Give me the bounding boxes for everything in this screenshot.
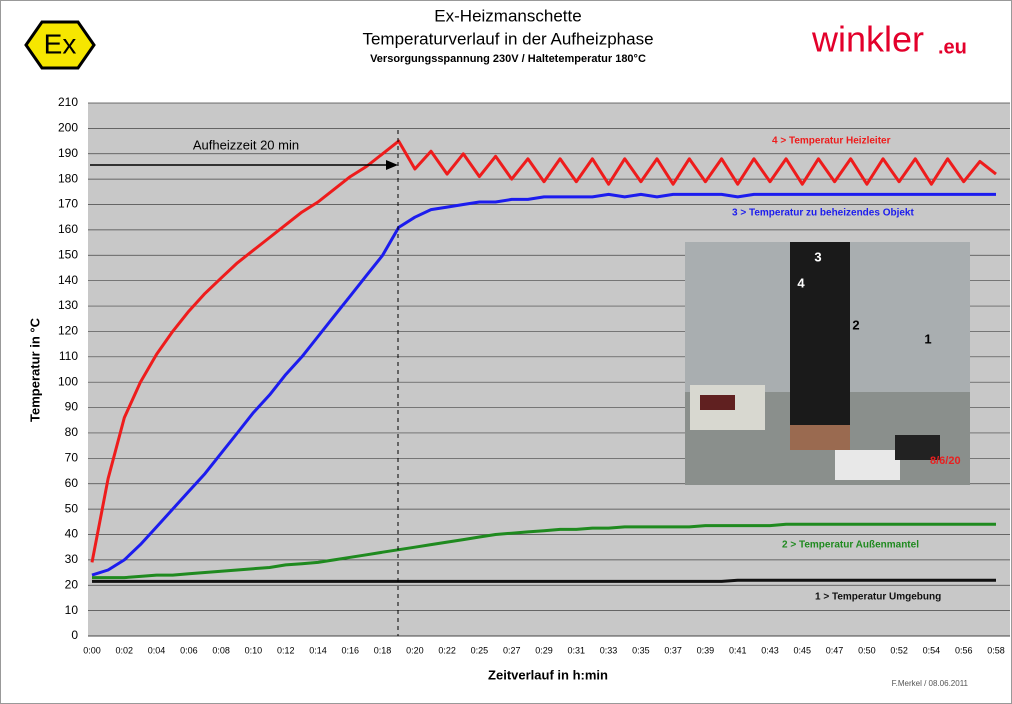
y-axis-title: Temperatur in °C [27,317,42,422]
y-tick-label: 200 [58,121,78,135]
x-tick-label: 0:56 [955,645,973,655]
y-tick-label: 80 [65,425,79,439]
chart-subtitle: Temperaturverlauf in der Aufheizphase [362,29,653,48]
x-tick-label: 0:43 [761,645,779,655]
x-axis-title: Zeitverlauf in h:min [488,667,608,682]
x-tick-label: 0:18 [374,645,392,655]
x-tick-label: 0:10 [245,645,263,655]
x-tick-label: 0:00 [83,645,101,655]
y-tick-label: 190 [58,146,78,160]
x-tick-label: 0:14 [309,645,327,655]
x-tick-label: 0:41 [729,645,747,655]
y-tick-label: 120 [58,324,78,338]
photo-label: 2 [852,317,859,332]
series-label: 4 > Temperatur Heizleiter [772,136,891,147]
y-tick-label: 140 [58,273,78,287]
series-label: 2 > Temperatur Außenmantel [782,540,919,551]
y-tick-label: 50 [65,501,79,515]
x-tick-label: 0:58 [987,645,1005,655]
y-tick-label: 110 [59,349,78,363]
y-tick-label: 150 [58,247,78,261]
y-tick-label: 60 [65,476,79,490]
x-tick-label: 0:47 [826,645,844,655]
x-tick-label: 0:06 [180,645,198,655]
y-tick-label: 10 [65,603,79,617]
footer: F.Merkel / 08.06.2011 [892,679,969,688]
chart-note: Versorgungsspannung 230V / Haltetemperat… [370,53,646,65]
y-tick-label: 130 [58,298,78,312]
x-tick-label: 0:04 [148,645,166,655]
y-tick-label: 180 [58,171,78,185]
y-tick-label: 40 [65,527,79,541]
y-tick-label: 70 [65,451,79,465]
x-tick-label: 0:33 [600,645,618,655]
ex-logo: Ex [44,28,77,59]
x-tick-label: 0:22 [438,645,456,655]
x-tick-label: 0:29 [535,645,553,655]
y-tick-label: 0 [71,628,78,642]
brand-suffix: .eu [938,36,967,58]
x-tick-label: 0:39 [697,645,715,655]
photo-paper [835,450,900,480]
photo-label: 3 [814,249,821,264]
x-tick-label: 0:25 [471,645,489,655]
y-tick-label: 170 [58,197,78,211]
series-label: 1 > Temperatur Umgebung [815,592,941,603]
series-line [92,580,996,581]
x-tick-label: 0:50 [858,645,876,655]
chart-title: Ex-Heizmanschette [434,6,581,25]
photo-sleeve [790,242,850,442]
x-tick-label: 0:08 [212,645,230,655]
brand: winkler [811,19,924,60]
x-tick-label: 0:31 [568,645,586,655]
photo: 1 2 3 4 8/6/20 [685,242,970,485]
x-tick-label: 0:12 [277,645,295,655]
photo-display [700,395,735,410]
chart: Ex Ex-Heizmanschette Temperaturverlauf i… [0,0,1012,704]
photo-label: 1 [924,331,931,346]
series-label: 3 > Temperatur zu beheizendes Objekt [732,208,914,219]
x-tick-label: 0:37 [664,645,682,655]
x-tick-label: 0:45 [794,645,812,655]
x-tick-label: 0:27 [503,645,521,655]
x-tick-label: 0:02 [116,645,134,655]
photo-label: 4 [797,275,805,290]
photo-flange [790,425,850,450]
x-tick-label: 0:35 [632,645,650,655]
y-tick-label: 30 [65,552,79,566]
x-tick-label: 0:54 [923,645,941,655]
y-tick-label: 100 [58,374,78,388]
x-tick-label: 0:20 [406,645,424,655]
y-tick-label: 210 [58,95,78,109]
x-tick-label: 0:16 [342,645,360,655]
y-tick-label: 90 [65,400,79,414]
y-tick-label: 160 [58,222,78,236]
photo-date: 8/6/20 [930,455,961,467]
x-tick-label: 0:52 [890,645,908,655]
y-tick-label: 20 [65,577,79,591]
annotation: Aufheizzeit 20 min [193,137,299,152]
